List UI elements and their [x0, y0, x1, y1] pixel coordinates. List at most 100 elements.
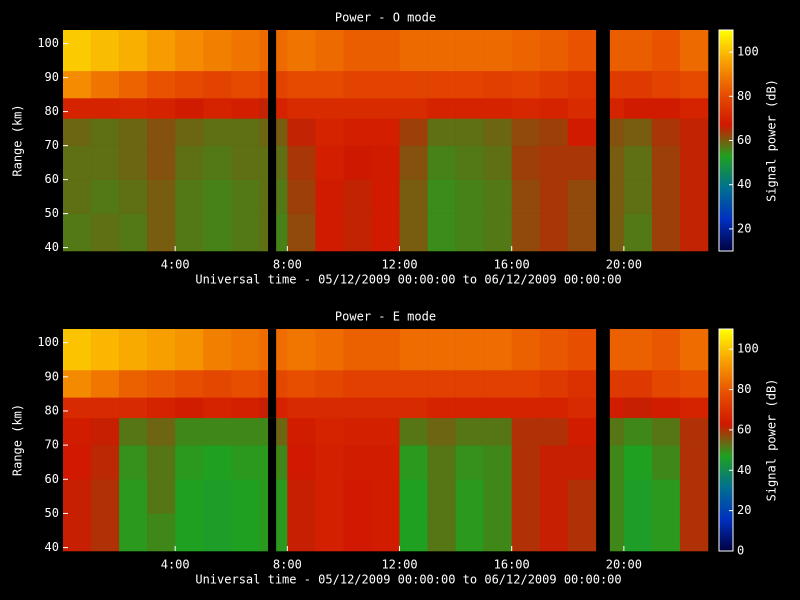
- heat-cell: [63, 145, 92, 180]
- heat-cell: [609, 417, 625, 446]
- heat-cell: [511, 329, 541, 371]
- heat-cell: [91, 145, 120, 180]
- heat-cell: [539, 329, 569, 371]
- heat-cell: [231, 145, 260, 180]
- heat-cell: [343, 145, 372, 180]
- heat-cell: [609, 145, 625, 180]
- heat-cell: [287, 417, 316, 446]
- heat-cell: [147, 98, 176, 119]
- heat-cell: [371, 479, 400, 514]
- heat-cell: [511, 513, 541, 552]
- heat-cell: [427, 417, 456, 446]
- heat-cell: [399, 417, 428, 446]
- heat-cell: [63, 369, 92, 398]
- heat-cell: [371, 70, 400, 99]
- heat-cell: [427, 397, 456, 419]
- heat-cell: [399, 98, 428, 119]
- heat-cell: [539, 369, 569, 398]
- heat-cell: [539, 397, 569, 419]
- colorbar-tick-label: 40: [737, 463, 751, 477]
- heat-cell: [679, 397, 709, 419]
- heat-cell: [609, 179, 625, 214]
- heat-cell: [287, 30, 316, 72]
- heat-cell: [399, 369, 428, 398]
- heat-cell: [455, 70, 484, 99]
- heat-cell: [315, 513, 344, 552]
- heat-cell: [539, 445, 569, 480]
- heat-cell: [287, 213, 316, 252]
- heat-cell: [276, 70, 288, 99]
- heat-cell: [539, 98, 569, 119]
- heat-cell: [91, 397, 120, 419]
- heat-cell: [399, 70, 428, 99]
- heat-cell: [511, 397, 541, 419]
- colorbar-label: Signal power (dB): [765, 379, 779, 502]
- heat-cell: [567, 369, 597, 398]
- heat-cell: [175, 369, 204, 398]
- heat-cell: [315, 445, 344, 480]
- heat-cell: [343, 445, 372, 480]
- heat-cell: [343, 98, 372, 119]
- heat-cell: [119, 70, 148, 99]
- heat-cell: [147, 417, 176, 446]
- heat-cell: [567, 329, 597, 371]
- heat-cell: [259, 479, 269, 514]
- heat-cell: [175, 479, 204, 514]
- heat-cell: [231, 329, 260, 371]
- heat-cell: [651, 70, 681, 99]
- heat-cell: [147, 118, 176, 146]
- x-tick-label: 8:00: [273, 258, 302, 272]
- heat-cell: [276, 479, 288, 514]
- heat-cell: [259, 369, 269, 398]
- heat-cell: [119, 329, 148, 371]
- heat-cell: [651, 329, 681, 371]
- heat-cell: [455, 98, 484, 119]
- heat-cell: [203, 369, 232, 398]
- heat-cell: [315, 329, 344, 371]
- y-tick-label: 100: [37, 36, 59, 50]
- heat-cell: [259, 145, 269, 180]
- heat-cell: [287, 445, 316, 480]
- heat-cell: [455, 118, 484, 146]
- heat-cell: [567, 179, 597, 214]
- heat-cell: [371, 329, 400, 371]
- heat-cell: [276, 213, 288, 252]
- y-tick-label: 40: [45, 240, 59, 254]
- heat-cell: [119, 445, 148, 480]
- heat-cell: [483, 98, 512, 119]
- heat-cell: [91, 98, 120, 119]
- heat-cell: [287, 179, 316, 214]
- y-tick-label: 100: [37, 335, 59, 349]
- heat-cell: [315, 179, 344, 214]
- colorbar-tick-label: 60: [737, 422, 751, 436]
- heat-cell: [679, 479, 709, 514]
- heat-cell: [609, 397, 625, 419]
- heat-cell: [623, 98, 653, 119]
- heat-cell: [276, 417, 288, 446]
- heat-cell: [343, 397, 372, 419]
- heat-cell: [203, 213, 232, 252]
- heat-cell: [63, 445, 92, 480]
- heat-cell: [427, 98, 456, 119]
- heat-cell: [315, 118, 344, 146]
- heat-cell: [483, 445, 512, 480]
- heat-cell: [175, 145, 204, 180]
- heat-cell: [343, 479, 372, 514]
- heat-cell: [259, 417, 269, 446]
- heat-cell: [315, 397, 344, 419]
- heat-cell: [567, 118, 597, 146]
- heat-cell: [511, 445, 541, 480]
- heat-cell: [399, 118, 428, 146]
- heat-cell: [483, 179, 512, 214]
- x-tick-label: 12:00: [381, 558, 417, 572]
- heat-cell: [287, 397, 316, 419]
- heat-cell: [63, 30, 92, 72]
- x-axis-label: Universal time - 05/12/2009 00:00:00 to …: [195, 273, 621, 287]
- heat-cell: [427, 329, 456, 371]
- y-tick-label: 80: [45, 403, 59, 417]
- heat-cell: [623, 30, 653, 72]
- heat-cell: [259, 179, 269, 214]
- heat-cell: [399, 213, 428, 252]
- heat-cell: [343, 417, 372, 446]
- heat-cell: [63, 70, 92, 99]
